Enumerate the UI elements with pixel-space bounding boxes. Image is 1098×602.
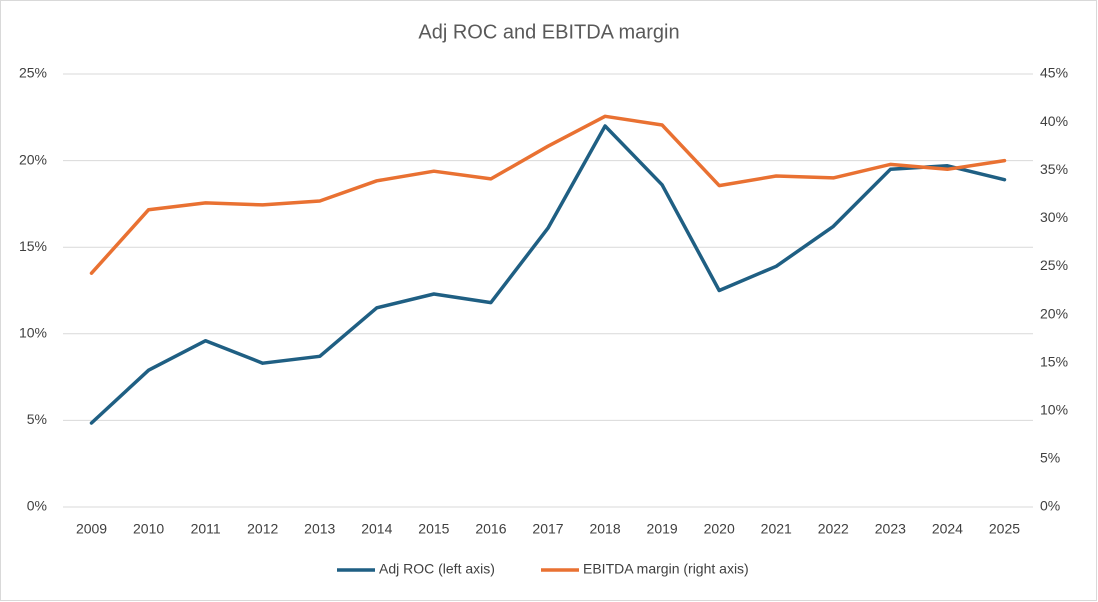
y2-tick-label: 35%	[1040, 161, 1068, 177]
y2-tick-label: 45%	[1040, 65, 1068, 81]
x-tick-label: 2025	[989, 521, 1020, 537]
y2-tick-label: 15%	[1040, 353, 1068, 369]
x-tick-label: 2011	[191, 521, 221, 537]
series-line	[89, 114, 1007, 275]
y2-tick-label: 10%	[1040, 401, 1068, 417]
y-tick-label: 10%	[19, 325, 47, 341]
x-tick-label: 2016	[475, 521, 506, 537]
x-tick-label: 2012	[247, 521, 278, 537]
x-tick-label: 2019	[647, 521, 678, 537]
x-tick-label: 2023	[875, 521, 906, 537]
x-tick-label: 2021	[761, 521, 792, 537]
x-tick-label: 2014	[361, 521, 392, 537]
x-tick-label: 2010	[133, 521, 164, 537]
x-tick-label: 2022	[818, 521, 849, 537]
y-tick-label: 20%	[19, 151, 47, 167]
x-tick-label: 2009	[76, 521, 107, 537]
y2-tick-label: 40%	[1040, 113, 1068, 129]
x-tick-label: 2020	[704, 521, 735, 537]
y-tick-label: 15%	[19, 238, 47, 254]
x-tick-label: 2024	[932, 521, 963, 537]
y2-tick-label: 20%	[1040, 305, 1068, 321]
y2-tick-label: 25%	[1040, 257, 1068, 273]
y2-tick-label: 30%	[1040, 209, 1068, 225]
x-tick-label: 2018	[589, 521, 620, 537]
legend-label: Adj ROC (left axis)	[379, 561, 495, 577]
series-line	[89, 124, 1007, 425]
x-tick-label: 2017	[532, 521, 563, 537]
y-tick-label: 25%	[19, 65, 47, 81]
y-tick-label: 5%	[27, 411, 47, 427]
y-tick-label: 0%	[27, 498, 47, 514]
y2-tick-label: 0%	[1040, 498, 1060, 514]
chart-title: Adj ROC and EBITDA margin	[418, 21, 679, 43]
x-tick-label: 2015	[418, 521, 449, 537]
x-tick-label: 2013	[304, 521, 335, 537]
legend-label: EBITDA margin (right axis)	[583, 561, 749, 577]
y2-tick-label: 5%	[1040, 450, 1060, 466]
